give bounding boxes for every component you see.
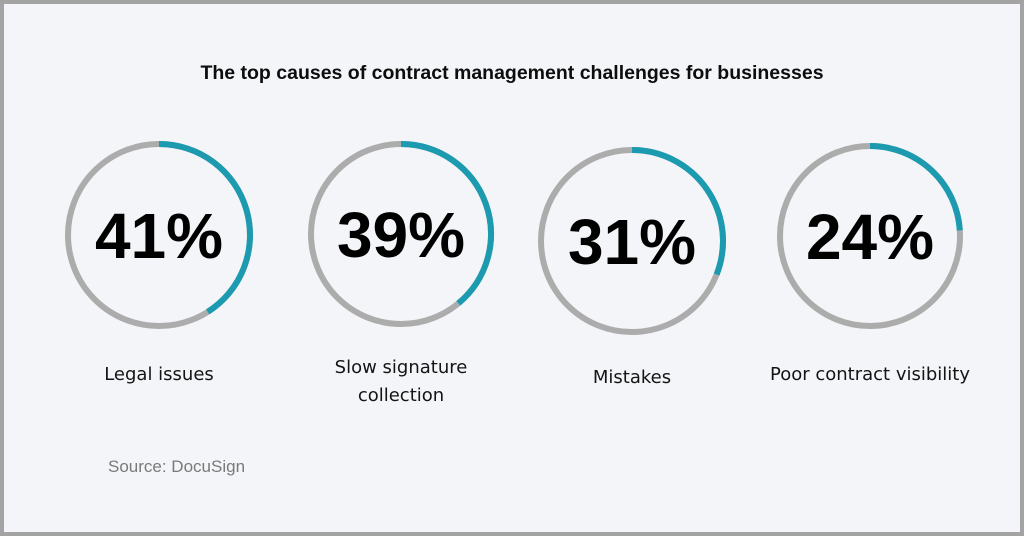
chart-title: The top causes of contract management ch…: [200, 62, 824, 84]
category-label-slow-signature-collection: Slow signature collection: [334, 357, 468, 406]
ring-progress-poor-contract-visibility: [869, 143, 963, 231]
value-label-legal-issues: 41%: [95, 200, 223, 272]
category-label-poor-contract-visibility: Poor contract visibility: [769, 364, 970, 385]
ring-progress-mistakes: [631, 147, 726, 276]
value-label-mistakes: 31%: [568, 206, 696, 278]
category-label-legal-issues: Legal issues: [104, 364, 214, 385]
source-note: Source: DocuSign: [108, 457, 246, 476]
value-label-slow-signature-collection: 39%: [337, 199, 465, 271]
category-label-mistakes: Mistakes: [592, 367, 672, 388]
donut-chart-area: 41% 39% 31% 24%: [65, 141, 963, 335]
value-label-poor-contract-visibility: 24%: [806, 201, 934, 273]
ring-progress-slow-signature-collection: [400, 141, 494, 306]
ring-progress-legal-issues: [158, 141, 253, 315]
